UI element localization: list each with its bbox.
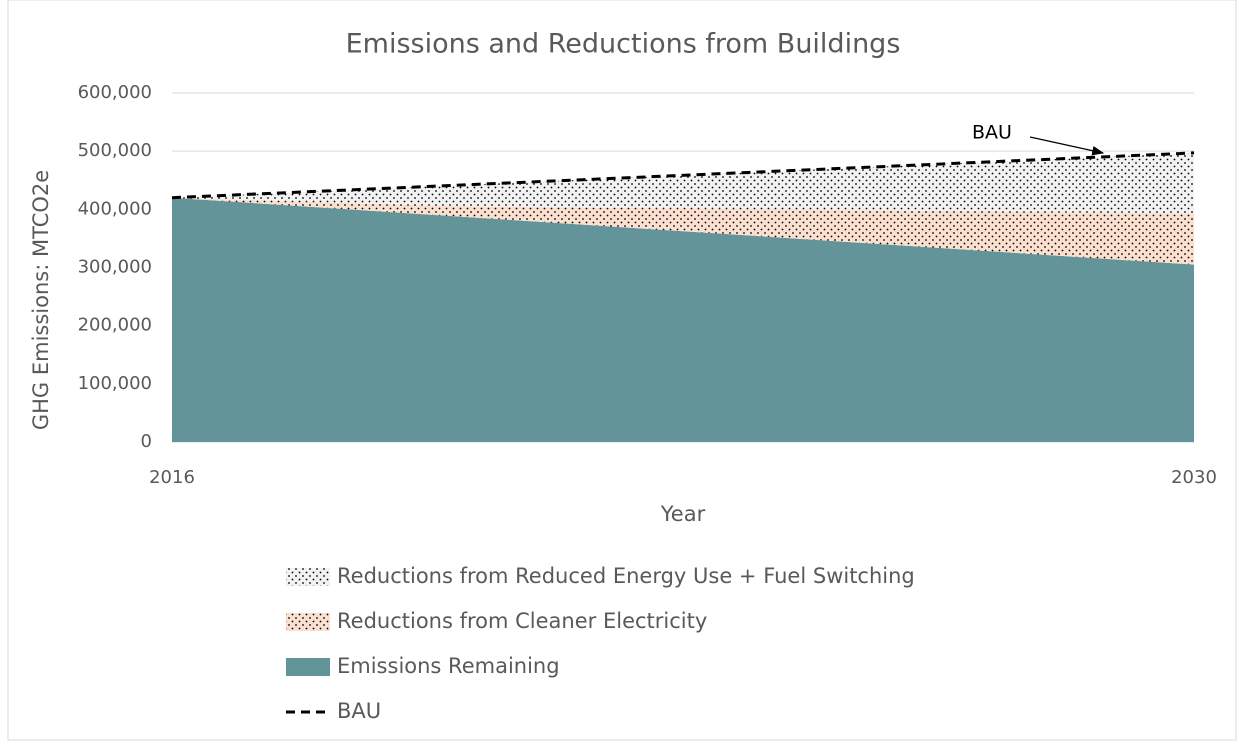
y-tick-label: 0 <box>141 431 152 452</box>
y-tick-label: 500,000 <box>78 140 152 161</box>
y-tick-label: 200,000 <box>78 315 152 336</box>
legend-swatch <box>286 568 330 586</box>
area <box>172 197 1194 442</box>
legend-swatch <box>286 613 330 631</box>
y-tick-label: 100,000 <box>78 373 152 394</box>
y-tick-label: 600,000 <box>78 82 152 103</box>
annotation-arrow <box>1029 136 1105 156</box>
legend-label: Reductions from Cleaner Electricity <box>337 609 707 633</box>
x-tick-label: 2030 <box>1171 467 1217 488</box>
legend-label: BAU <box>337 699 381 723</box>
line <box>171 151 1195 200</box>
annotation: BAU <box>972 122 1012 144</box>
legend-label: Emissions Remaining <box>337 654 560 678</box>
x-tick-label: 2016 <box>149 467 195 488</box>
y-tick-label: 400,000 <box>78 198 152 219</box>
chart-border <box>7 0 1237 741</box>
legend-label: Reductions from Reduced Energy Use + Fue… <box>337 564 915 588</box>
y-tick-label: 300,000 <box>78 257 152 278</box>
legend-swatch <box>286 658 330 676</box>
area <box>172 152 1194 214</box>
chart-title: Emissions and Reductions from Buildings <box>346 29 901 60</box>
x-axis-label: Year <box>660 502 706 526</box>
y-axis-label: GHG Emissions: MTCO2e <box>29 170 53 430</box>
area <box>172 197 1194 265</box>
